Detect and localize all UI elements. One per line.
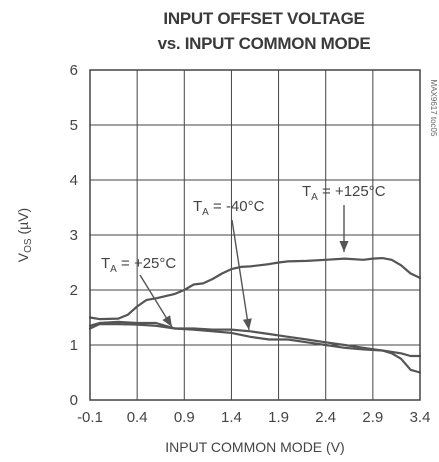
x-tick-label: 1.9 xyxy=(268,409,289,426)
y-axis-label-unit: (µV) xyxy=(15,208,31,239)
x-tick-labels: -0.1 0.4 0.9 1.4 1.9 2.4 2.9 3.4 xyxy=(77,409,430,426)
x-tick-label: 2.9 xyxy=(362,409,383,426)
x-tick-label: 2.4 xyxy=(315,409,336,426)
arrow-25c xyxy=(139,274,173,328)
y-tick-label: 3 xyxy=(70,227,78,244)
grid xyxy=(89,69,421,401)
x-tick-label: 0.9 xyxy=(174,409,195,426)
y-axis-label-main: V xyxy=(15,252,31,262)
chart-title-line-2: vs. INPUT COMMON MODE xyxy=(158,34,371,53)
plot-frame xyxy=(89,69,421,401)
y-tick-label: 0 xyxy=(70,392,78,409)
arrow-125c xyxy=(339,205,349,252)
y-tick-label: 4 xyxy=(70,172,78,189)
x-axis-label: INPUT COMMON MODE (V) xyxy=(165,439,344,455)
y-tick-label: 5 xyxy=(70,117,78,134)
y-tick-label: 1 xyxy=(70,337,78,354)
x-tick-label: 0.4 xyxy=(127,409,148,426)
annotation-arrows xyxy=(139,205,349,331)
series-line-minus40c xyxy=(88,323,422,374)
x-tick-label: 3.4 xyxy=(410,409,431,426)
y-tick-labels: 0 1 2 3 4 5 6 xyxy=(70,62,78,409)
y-axis-label: VOS (µV) xyxy=(15,208,34,262)
series-label-125c: TA = +125°C xyxy=(302,183,386,203)
x-tick-label: 1.4 xyxy=(221,409,242,426)
series-line-25c xyxy=(88,320,422,358)
chart-title-line-1: INPUT OFFSET VOLTAGE xyxy=(163,9,364,28)
series-label-minus40c: TA = -40°C xyxy=(193,198,265,218)
y-tick-label: 6 xyxy=(70,62,78,79)
y-axis-label-sub: OS xyxy=(23,238,34,253)
x-tick-label: -0.1 xyxy=(77,409,103,426)
arrow-minus40c xyxy=(231,219,252,331)
series-label-25c: TA = +25°C xyxy=(101,255,176,275)
figure-code: MAX9617 toc05 xyxy=(429,80,438,137)
series-line-125c xyxy=(88,257,422,321)
series-lines xyxy=(88,257,422,374)
y-tick-label: 2 xyxy=(70,282,78,299)
